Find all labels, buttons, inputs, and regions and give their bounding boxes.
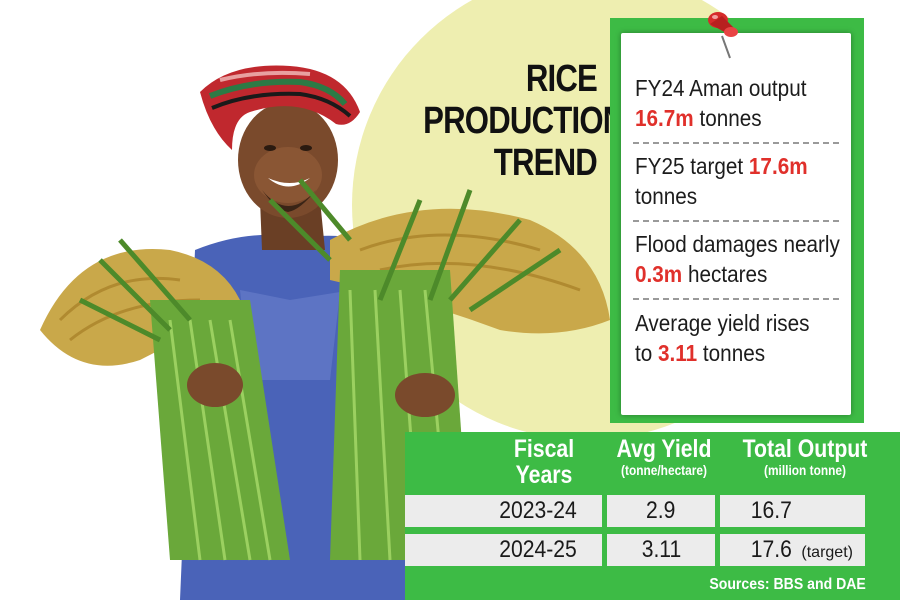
sources-caption: Sources: BBS and DAE xyxy=(709,576,866,593)
title-line-1: RICE xyxy=(525,58,598,100)
dashed-divider xyxy=(633,220,839,222)
header-total-output: Total Output (million tonne) xyxy=(730,436,880,478)
push-pin-icon xyxy=(708,12,738,59)
page-title: RICE PRODUCTION TREND xyxy=(423,58,625,184)
table-cell-output: 17.6 (target) xyxy=(720,534,865,566)
fact-text: hectares xyxy=(682,261,768,287)
fact-text: Average yield rises xyxy=(635,310,810,336)
fact-flood-damage: Flood damages nearly 0.3m hectares xyxy=(635,229,840,289)
header-avg-yield: Avg Yield (tonne/hectare) xyxy=(610,436,717,478)
dashed-divider xyxy=(633,298,839,300)
facts-note-card: FY24 Aman output 16.7m tonnes FY25 targe… xyxy=(621,33,851,415)
table-cell-year: 2024-25 xyxy=(405,534,602,566)
cell-note: (target) xyxy=(801,544,853,561)
header-label: Total Output xyxy=(742,435,868,463)
fact-text: tonnes xyxy=(693,105,762,131)
cell-text: 3.11 xyxy=(641,536,681,563)
table-cell-output: 16.7 xyxy=(720,495,865,527)
fact-text: Flood damages nearly xyxy=(635,231,840,257)
header-unit: (million tonne) xyxy=(764,462,846,478)
fact-fy24-output: FY24 Aman output 16.7m tonnes xyxy=(635,73,824,133)
fact-highlight: 0.3m xyxy=(635,261,683,287)
header-label: Avg Yield xyxy=(616,435,712,463)
cell-text: 2023-24 xyxy=(499,497,578,524)
header-unit: (tonne/hectare) xyxy=(621,462,707,478)
header-fiscal-years: Fiscal Years xyxy=(489,436,600,488)
production-table: Fiscal Years Avg Yield (tonne/hectare) T… xyxy=(405,432,900,600)
table-cell-yield: 3.11 xyxy=(607,534,715,566)
cell-text: 16.7 xyxy=(750,497,792,524)
fact-text: FY24 Aman output xyxy=(635,75,807,101)
cell-text: 17.6 xyxy=(750,536,792,563)
fact-text: FY25 target xyxy=(635,153,749,179)
fact-text: tonnes xyxy=(697,340,766,366)
fact-text: to xyxy=(635,340,659,366)
fact-highlight: 3.11 xyxy=(658,340,698,366)
cell-text: 2024-25 xyxy=(499,536,578,563)
header-label: Fiscal xyxy=(513,435,575,463)
title-line-2: PRODUCTION xyxy=(423,100,625,142)
fact-average-yield: Average yield rises to 3.11 tonnes xyxy=(635,308,824,368)
table-cell-year: 2023-24 xyxy=(405,495,602,527)
header-label: Years xyxy=(515,461,573,489)
fact-highlight: 17.6m xyxy=(748,153,808,179)
fact-text: tonnes xyxy=(635,183,698,209)
table-cell-yield: 2.9 xyxy=(607,495,715,527)
title-line-3: TREND xyxy=(493,142,598,184)
fact-fy25-target: FY25 target 17.6m tonnes xyxy=(635,151,824,211)
dashed-divider xyxy=(633,142,839,144)
cell-text: 2.9 xyxy=(646,497,676,524)
fact-highlight: 16.7m xyxy=(635,105,694,131)
